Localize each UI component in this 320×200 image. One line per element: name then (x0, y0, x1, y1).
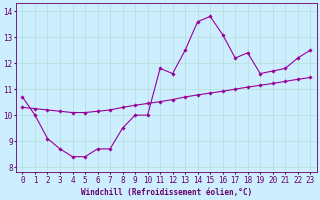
X-axis label: Windchill (Refroidissement éolien,°C): Windchill (Refroidissement éolien,°C) (81, 188, 252, 197)
